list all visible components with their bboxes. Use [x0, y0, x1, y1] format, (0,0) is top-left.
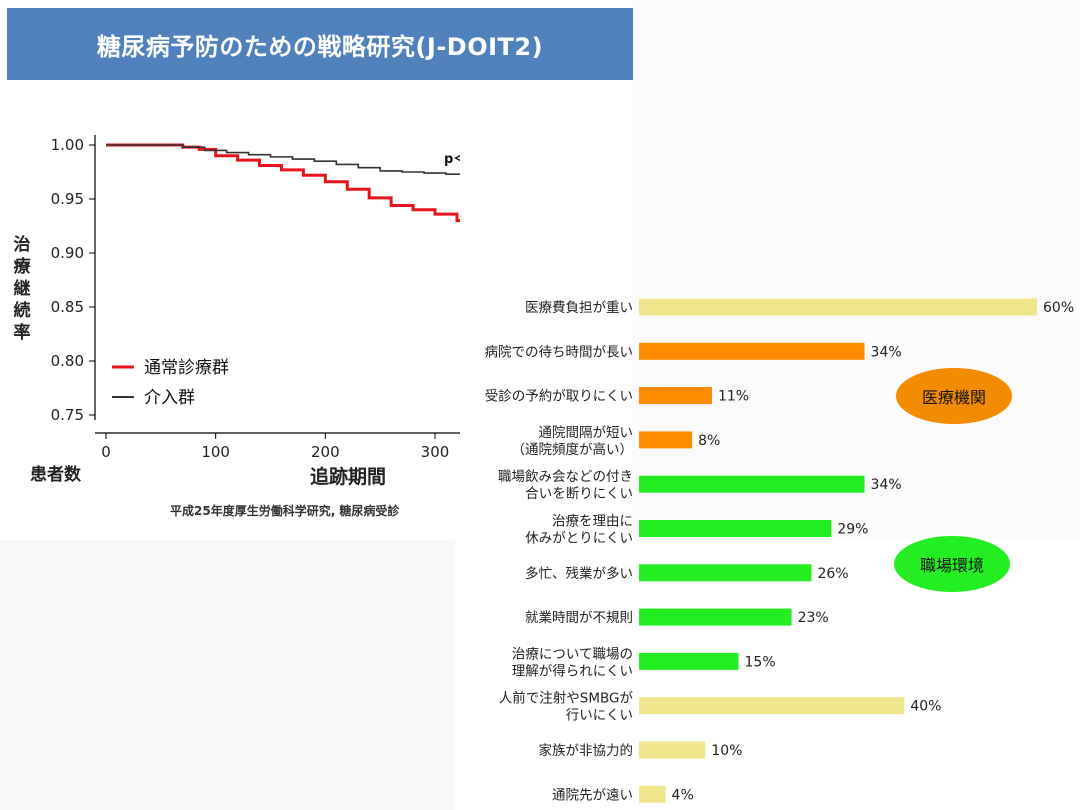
bar-value-label: 8% [698, 433, 720, 449]
bar-category-label: 就業時間が不規則 [525, 610, 633, 626]
bar-category-label: 病院での待ち時間が長い [485, 344, 634, 360]
series-line-usual-care [106, 143, 460, 223]
x-tick-label: 100 [201, 443, 230, 461]
bar [639, 697, 905, 715]
badge-medical-institution: 医療機関 [896, 368, 1012, 424]
bar-value-label: 10% [711, 743, 742, 759]
y-tick-label: 0.80 [51, 352, 84, 370]
x-tick-label: 300 [421, 443, 450, 461]
bar [639, 475, 865, 493]
bar-category-label: 医療費負担が重い [525, 299, 633, 316]
bar-value-label: 11% [718, 389, 749, 405]
bar-value-label: 23% [798, 610, 829, 626]
bar-value-label: 29% [837, 522, 868, 538]
bar [639, 564, 812, 582]
legend-label: 通常診療群 [144, 358, 229, 378]
y-tick-label: 0.85 [51, 298, 84, 316]
series-line-intervention [106, 144, 460, 175]
survival-chart: 1.00 0.95 0.90 0.85 0.80 0.75 0 100 200 300 治療継続率患… [14, 135, 460, 488]
bar-category-label: 家族が非協力的 [539, 742, 634, 759]
patient-count-label: 患者数 [30, 464, 82, 485]
bar-value-label: 15% [745, 654, 776, 670]
bar-category-label: 人前で注射やSMBGが行いにくい [499, 690, 634, 724]
bar-category-label: 受診の予約が取りにくい [485, 389, 633, 405]
x-tick-label: 200 [311, 443, 340, 461]
y-tick-label: 0.95 [51, 190, 84, 208]
y-axis-label: 治療継続率 [14, 234, 32, 343]
bar-category-label: 通院間隔が短い（通院頻度が高い） [512, 425, 634, 458]
bar [639, 608, 792, 626]
bar-value-label: 60% [1043, 300, 1074, 316]
bar [639, 342, 865, 360]
background-panel [632, 0, 1080, 540]
bar-category-label: 治療について職場の理解が得られにくい [512, 645, 633, 679]
bar-value-label: 34% [871, 344, 902, 360]
bar-category-label: 通院先が遠い [552, 787, 633, 803]
bar-value-label: 26% [817, 566, 848, 582]
barrier-bar-chart: 60% 医療費負担が重い 34% 病院での待ち時間が長い 11% 受診の予約が取りにくい 8… [485, 298, 1074, 803]
source-note: 平成25年度厚生労働科学研究, 糖尿病受診 [170, 504, 400, 518]
bar-value-label: 4% [672, 787, 694, 803]
bar-value-label: 40% [910, 699, 941, 715]
bar [639, 431, 693, 449]
y-tick-label: 1.00 [51, 136, 84, 154]
background-panel [0, 540, 455, 810]
bar [639, 387, 712, 405]
p-value-annotation: p＜0.001(log-ranktest) [444, 152, 460, 167]
bar-category-label: 多忙、残業が多い [525, 565, 633, 582]
bar [639, 785, 666, 803]
slide-title: 糖尿病予防のための戦略研究(J-DOIT2) [7, 8, 633, 80]
x-tick-label: 0 [101, 443, 111, 461]
bar-category-label: 職場飲み会などの付き合いを断りにくい [498, 469, 633, 502]
bar [639, 741, 706, 759]
y-tick-label: 0.75 [51, 406, 84, 424]
bar [639, 520, 832, 537]
legend-label: 介入群 [144, 388, 195, 408]
bar [639, 652, 739, 670]
badge-workplace-environment: 職場環境 [894, 536, 1010, 592]
bar [639, 298, 1037, 316]
x-axis-label: 追跡期間 [310, 465, 386, 488]
bar-value-label: 34% [871, 477, 902, 493]
bar-category-label: 治療を理由に休みがとりにくい [525, 513, 633, 547]
y-tick-label: 0.90 [51, 244, 84, 262]
